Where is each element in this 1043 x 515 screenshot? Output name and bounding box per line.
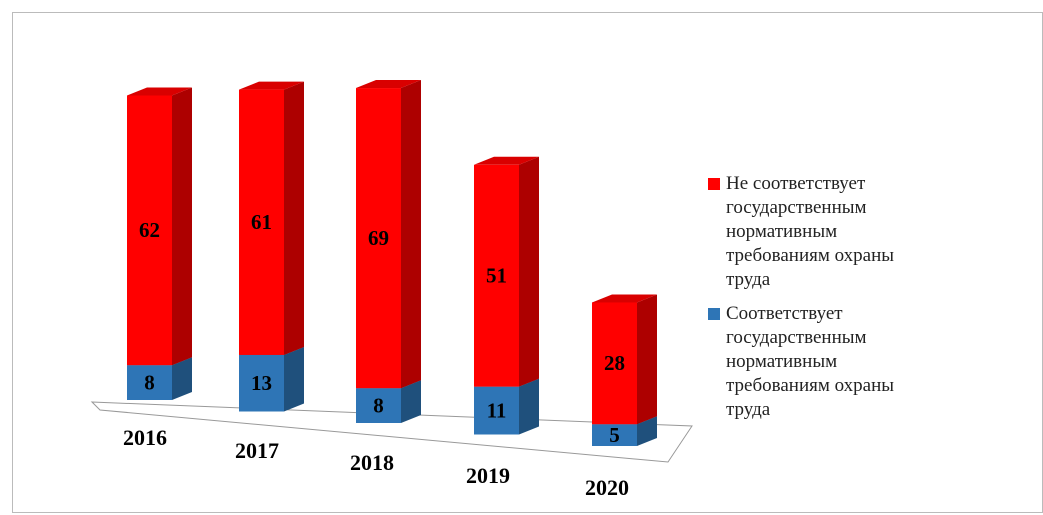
legend-label: Не соответствует государственным нормати… bbox=[726, 173, 895, 290]
bar-side bbox=[401, 80, 421, 389]
legend-label: Соответствует государственным нормативны… bbox=[726, 303, 895, 420]
x-tick-label: 2018 bbox=[350, 450, 394, 475]
bar-side bbox=[519, 378, 539, 435]
bar-side bbox=[284, 81, 304, 355]
data-label: 62 bbox=[139, 218, 160, 242]
legend-swatch bbox=[708, 178, 720, 190]
data-label: 13 bbox=[251, 371, 272, 395]
data-label: 8 bbox=[144, 370, 155, 394]
bar-front bbox=[239, 354, 284, 412]
bar-segment bbox=[127, 87, 192, 366]
legend-swatch bbox=[708, 308, 720, 320]
bar-front bbox=[127, 95, 172, 366]
bar-side bbox=[401, 380, 421, 423]
legend: Не соответствует государственным нормати… bbox=[706, 172, 896, 432]
bar-top bbox=[592, 294, 657, 303]
data-label: 5 bbox=[609, 423, 620, 447]
bar-side bbox=[172, 87, 192, 366]
bar-segment bbox=[474, 378, 539, 435]
data-label: 28 bbox=[604, 351, 625, 375]
bar-side bbox=[284, 346, 304, 412]
bar-segment bbox=[356, 80, 421, 389]
bar-front bbox=[592, 424, 637, 446]
bar-side bbox=[637, 294, 657, 425]
x-tick-label: 2020 bbox=[585, 475, 629, 500]
bar-side bbox=[172, 357, 192, 400]
legend-item: Соответствует государственным нормативны… bbox=[706, 302, 896, 422]
data-label: 69 bbox=[368, 226, 389, 250]
bar-side bbox=[519, 156, 539, 387]
bar-front bbox=[239, 89, 284, 355]
bar-front bbox=[127, 365, 172, 400]
x-tick-label: 2016 bbox=[123, 425, 167, 450]
bar-top bbox=[356, 80, 421, 89]
bar-front bbox=[474, 164, 519, 387]
data-label: 8 bbox=[373, 393, 384, 417]
bar-segment bbox=[474, 156, 539, 387]
bar-segment bbox=[356, 380, 421, 423]
data-label: 61 bbox=[251, 210, 272, 234]
bar-front bbox=[592, 302, 637, 425]
bar-segment bbox=[592, 294, 657, 425]
bar-front bbox=[356, 388, 401, 423]
x-tick-label: 2019 bbox=[466, 463, 510, 488]
bar-top bbox=[239, 81, 304, 90]
legend-item: Не соответствует государственным нормати… bbox=[706, 172, 896, 292]
data-label: 51 bbox=[486, 264, 507, 288]
bar-front bbox=[474, 386, 519, 435]
x-tick-label: 2017 bbox=[235, 438, 279, 463]
bar-front bbox=[356, 88, 401, 389]
bar-side bbox=[637, 416, 657, 446]
data-label: 11 bbox=[487, 398, 507, 422]
bar-top bbox=[474, 156, 539, 165]
bar-segment bbox=[239, 81, 304, 355]
bar-top bbox=[127, 87, 192, 96]
